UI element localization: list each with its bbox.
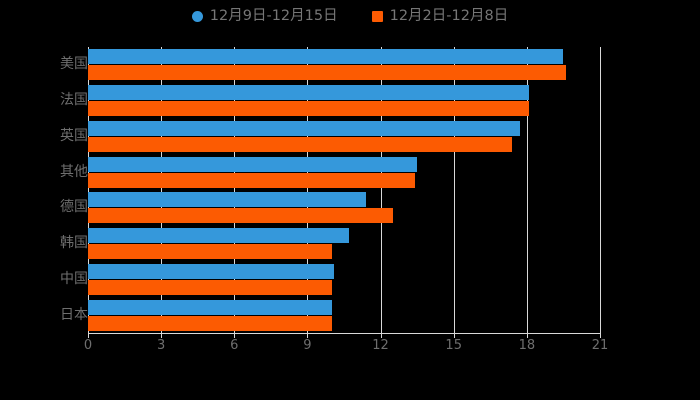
bar-韩国-series-1[interactable] [88,244,332,260]
gridline-x-18 [526,47,528,333]
bar-法国-series-0[interactable] [88,85,530,101]
legend-square-marker-icon [371,10,383,22]
y-tick-label-德国: 德国 [60,199,88,216]
bar-中国-series-0[interactable] [88,263,335,279]
y-tick-label-日本: 日本 [60,306,88,323]
bar-日本-series-0[interactable] [88,299,332,315]
x-tick-label-12: 12 [372,338,389,353]
bar-其他-series-1[interactable] [88,172,415,188]
bar-韩国-series-0[interactable] [88,228,349,244]
legend-circle-marker-icon [191,10,203,22]
x-tick-label-9: 9 [303,338,312,353]
y-tick-label-其他: 其他 [60,163,88,180]
bar-group [88,192,600,224]
gridline-x-6 [234,47,236,333]
bar-英国-series-0[interactable] [88,120,520,136]
bar-group [88,120,600,152]
gridline-x-12 [380,47,382,333]
bar-group [88,156,600,188]
bar-德国-series-0[interactable] [88,192,366,208]
x-axis-line [88,333,601,334]
bar-其他-series-0[interactable] [88,156,418,172]
y-tick-label-美国: 美国 [60,56,88,73]
x-tick-15 [453,333,455,338]
y-tick-label-韩国: 韩国 [60,235,88,252]
x-tick-label-21: 21 [591,338,609,353]
bar-英国-series-1[interactable] [88,136,513,152]
x-tick-12 [380,333,382,338]
x-tick-6 [234,333,236,338]
x-tick-9 [307,333,309,338]
x-tick-21 [600,333,601,338]
bar-group [88,49,600,81]
plot-area [88,47,601,333]
gridline-x-3 [161,47,163,333]
bar-美国-series-1[interactable] [88,65,566,81]
legend-entry-series-0[interactable]: 12月9日-12月15日 [191,7,338,24]
y-tick-label-法国: 法国 [60,92,88,109]
bar-group [88,85,600,117]
gridline-x-21 [600,47,601,333]
legend-label-series-0: 12月9日-12月15日 [209,7,338,24]
x-tick-3 [161,333,163,338]
x-tick-label-3: 3 [157,338,166,353]
gridline-x-9 [307,47,309,333]
x-tick-label-15: 15 [445,338,462,353]
bar-日本-series-1[interactable] [88,315,332,331]
bar-美国-series-0[interactable] [88,49,564,65]
gridline-x-15 [453,47,455,333]
x-tick-label-0: 0 [83,338,93,353]
x-tick-0 [88,333,89,338]
bar-group [88,228,600,260]
chart-legend: 12月9日-12月15日 12月2日-12月8日 [0,4,700,28]
x-tick-label-6: 6 [230,338,239,353]
bar-德国-series-1[interactable] [88,208,393,224]
bar-group [88,299,600,331]
bar-中国-series-1[interactable] [88,279,332,295]
x-tick-18 [526,333,528,338]
x-tick-label-18: 18 [518,338,536,353]
bar-法国-series-1[interactable] [88,101,530,117]
y-tick-label-英国: 英国 [60,127,88,144]
legend-entry-series-1[interactable]: 12月2日-12月8日 [371,7,509,24]
legend-label-series-1: 12月2日-12月8日 [389,7,509,24]
y-tick-label-中国: 中国 [60,270,88,287]
bar-group [88,263,600,295]
gridline-x-0 [88,47,89,333]
